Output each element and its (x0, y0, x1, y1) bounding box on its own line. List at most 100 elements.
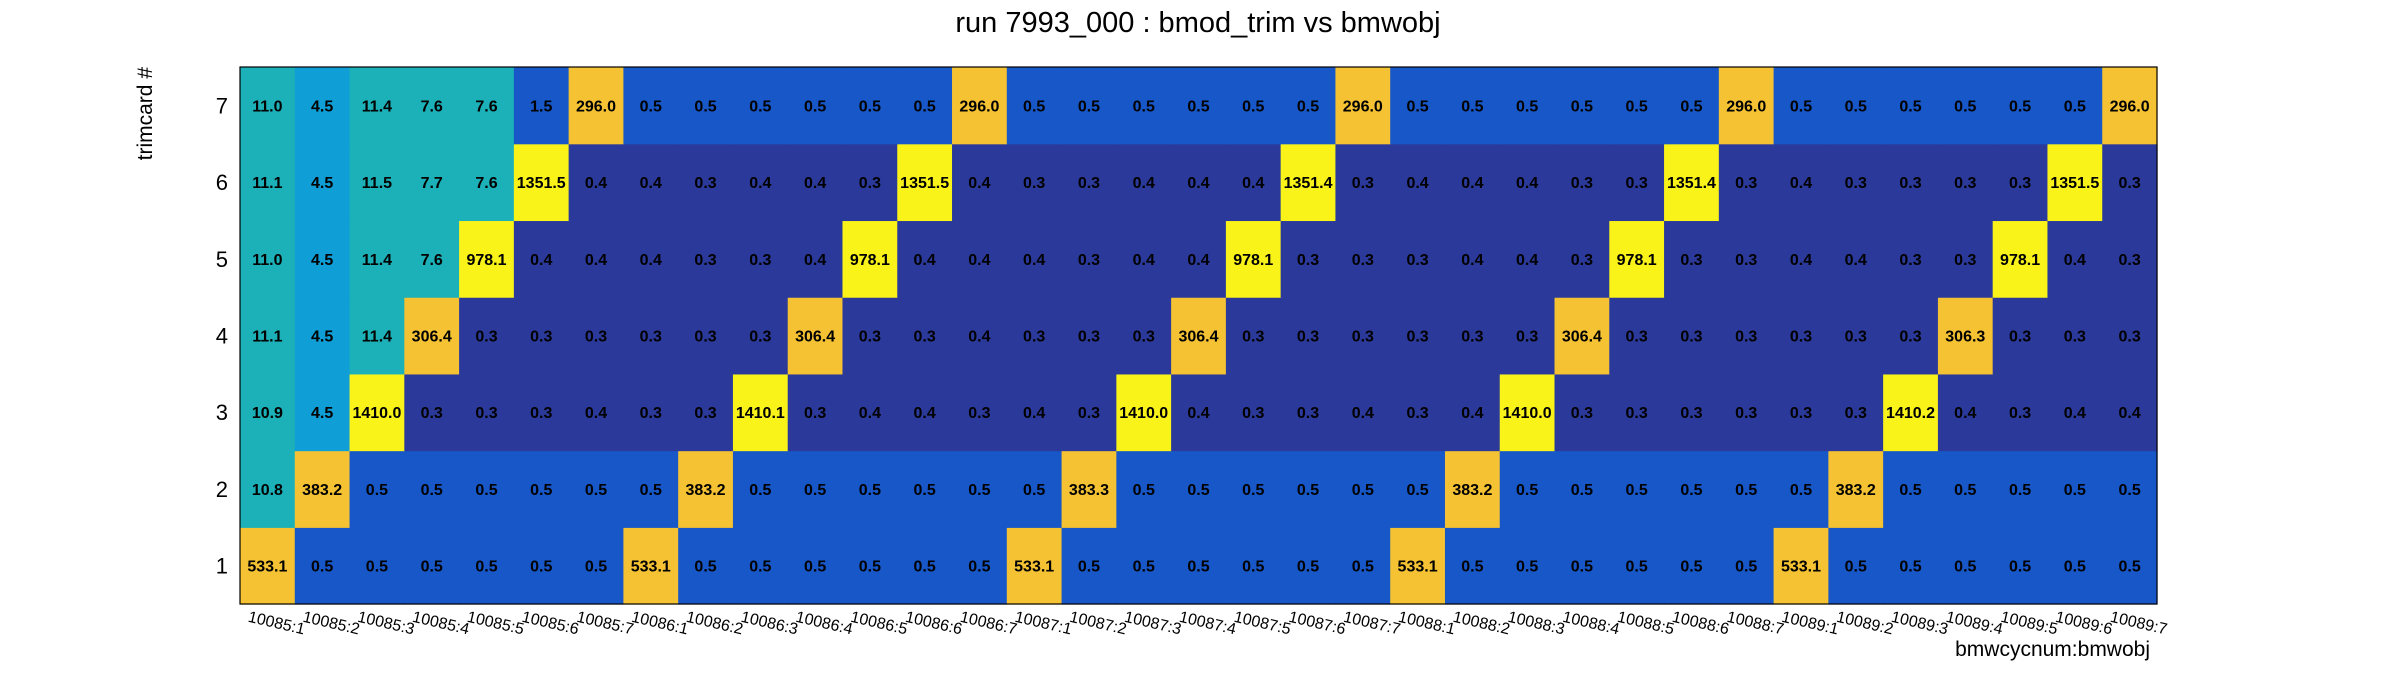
cell-value-label: 0.3 (1845, 405, 1867, 422)
y-axis: 1 2 3 4 5 6 7 (216, 93, 228, 578)
heatmap-cell (1225, 220, 1282, 298)
cell-value-label: 0.5 (1242, 98, 1264, 115)
heatmap-cell (732, 297, 789, 375)
cell-value-label: 0.3 (1571, 252, 1593, 269)
cell-value-label: 0.3 (859, 329, 881, 346)
cell-value-label: 0.5 (749, 559, 771, 576)
heatmap-cell (623, 143, 679, 222)
cell-value-label: 0.3 (1954, 252, 1976, 269)
cell-value-label: 11.4 (362, 329, 392, 346)
cell-value-label: 4.5 (311, 329, 333, 346)
cell-value-label: 0.3 (804, 405, 826, 422)
cell-value-label: 0.3 (2009, 175, 2031, 192)
x-tick-label: 10089:1 (1780, 609, 1840, 639)
heatmap-cell (1883, 373, 1939, 452)
heatmap-cell (1883, 297, 1939, 375)
cell-value-label: 0.4 (1790, 175, 1812, 192)
x-tick-label: 10089:4 (1944, 609, 2004, 639)
cell-value-label: 383.2 (1452, 482, 1492, 499)
cell-value-label: 0.5 (1845, 559, 1867, 576)
cell-value-label: 0.4 (640, 252, 662, 269)
cell-value-label: 0.5 (1899, 559, 1921, 576)
heatmap-cell (240, 67, 296, 145)
cell-value-label: 0.3 (694, 405, 716, 422)
cell-value-label: 4.5 (311, 98, 333, 115)
heatmap-cell (1718, 527, 1775, 605)
heatmap-cell (1061, 220, 1117, 298)
heatmap-cell (459, 143, 515, 222)
heatmap-cell (294, 220, 351, 298)
heatmap-cell (459, 450, 515, 528)
cell-value-label: 0.3 (749, 252, 771, 269)
heatmap-cell (294, 527, 351, 605)
x-tick-label: 10086:6 (904, 609, 964, 639)
heatmap-cell (2102, 67, 2158, 145)
x-axis-title: bmwcycnum:bmwobj (1955, 638, 2150, 661)
heatmap-cell (623, 373, 679, 452)
heatmap-cell (1116, 450, 1172, 528)
cell-value-label: 0.5 (640, 98, 662, 115)
cell-value-label: 0.4 (2064, 405, 2086, 422)
cell-value-label: 0.3 (1571, 175, 1593, 192)
heatmap-cell (1499, 143, 1556, 222)
cell-value-label: 0.5 (2064, 559, 2086, 576)
cell-value-label: 0.5 (2009, 482, 2031, 499)
heatmap-cell (404, 450, 460, 528)
heatmap-cell (459, 297, 515, 375)
x-tick-label: 10088:5 (1616, 609, 1676, 639)
heatmap-cell (1335, 450, 1391, 528)
cell-value-label: 0.5 (1680, 98, 1702, 115)
heatmap-cell (1554, 373, 1610, 452)
cell-value-label: 0.5 (859, 98, 881, 115)
cell-value-label: 0.5 (749, 482, 771, 499)
cell-value-label: 0.3 (1133, 329, 1155, 346)
cell-value-label: 0.5 (1845, 98, 1867, 115)
heatmap-cell (404, 67, 460, 145)
cell-value-label: 0.3 (2118, 329, 2140, 346)
cell-value-label: 0.5 (1078, 98, 1100, 115)
heatmap-cell (623, 67, 679, 145)
cell-value-label: 306.3 (1945, 329, 1985, 346)
cell-value-label: 0.3 (2118, 252, 2140, 269)
heatmap-cell (1554, 527, 1610, 605)
heatmap-cell (1006, 220, 1063, 298)
cell-value-label: 296.0 (959, 98, 999, 115)
heatmap-cell (842, 373, 898, 452)
heatmap-cell (1718, 143, 1775, 222)
y-tick-label: 4 (216, 324, 228, 349)
cell-value-label: 0.3 (2064, 329, 2086, 346)
cell-value-label: 0.3 (530, 329, 552, 346)
heatmap-cell (1718, 450, 1775, 528)
cell-value-label: 0.4 (1187, 405, 1209, 422)
cell-value-label: 0.4 (1352, 405, 1374, 422)
heatmap-cell (1883, 450, 1939, 528)
heatmap-cell (1773, 527, 1829, 605)
cell-value-label: 0.5 (1352, 482, 1374, 499)
heatmap-cell (294, 143, 351, 222)
heatmap-cell (787, 373, 844, 452)
heatmap-cell (787, 143, 844, 222)
x-tick-label: 10089:7 (2109, 609, 2169, 639)
heatmap-cell (1718, 373, 1775, 452)
heatmap-cell (568, 373, 624, 452)
heatmap-cell (1609, 373, 1665, 452)
heatmap-cell (842, 527, 898, 605)
heatmap-cell (1061, 373, 1117, 452)
heatmap-cell (240, 527, 296, 605)
cell-value-label: 0.3 (1735, 252, 1757, 269)
heatmap-cell (1390, 67, 1446, 145)
y-tick-label: 2 (216, 477, 228, 502)
cell-value-label: 0.5 (749, 98, 771, 115)
cell-value-label: 0.4 (2064, 252, 2086, 269)
cell-value-label: 296.0 (576, 98, 616, 115)
cell-value-label: 0.3 (640, 405, 662, 422)
cell-value-label: 0.3 (1899, 329, 1921, 346)
heatmap-cell (787, 527, 844, 605)
heatmap-cell (1609, 527, 1665, 605)
y-tick-label: 7 (216, 93, 228, 118)
heatmap-cell (1883, 527, 1939, 605)
cell-value-label: 978.1 (466, 252, 506, 269)
cell-value-label: 1410.0 (1503, 405, 1552, 422)
cell-value-label: 1351.5 (900, 175, 949, 192)
cell-value-label: 0.3 (859, 175, 881, 192)
